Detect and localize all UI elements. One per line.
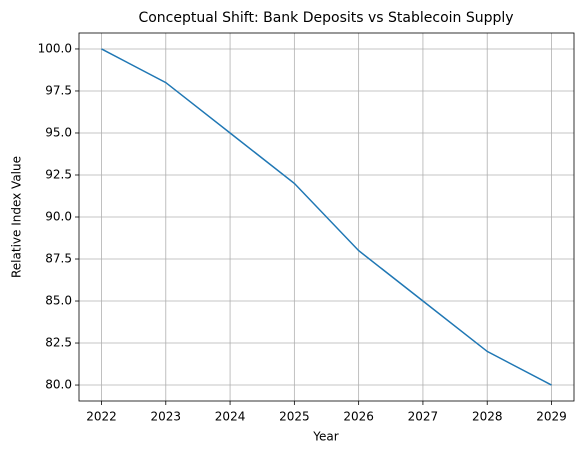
x-tick-label: 2023 [151,410,182,424]
x-tick-label: 2026 [343,410,374,424]
data-line [101,48,552,386]
y-tick-label: 87.5 [45,252,72,266]
x-tick-label: 2024 [215,410,246,424]
y-axis-label: Relative Index Value [10,156,24,278]
y-tick-label: 82.5 [45,336,72,350]
y-tick-label: 92.5 [45,167,72,181]
y-tick-label: 95.0 [45,125,72,139]
x-tick-label: 2025 [279,410,310,424]
plot-frame [78,32,575,402]
x-tick-label: 2027 [408,410,439,424]
y-tick-label: 80.0 [45,378,72,392]
chart-title: Conceptual Shift: Bank Deposits vs Stabl… [138,10,513,26]
x-axis-label: Year [312,430,338,444]
x-tick-label: 2029 [536,410,567,424]
x-tick-label: 2028 [472,410,503,424]
x-tick-label: 2022 [86,410,117,424]
y-tick-label: 85.0 [45,294,72,308]
y-tick-label: 90.0 [45,210,72,224]
y-tick-label: 100.0 [38,41,72,55]
y-tick-label: 97.5 [45,83,72,97]
